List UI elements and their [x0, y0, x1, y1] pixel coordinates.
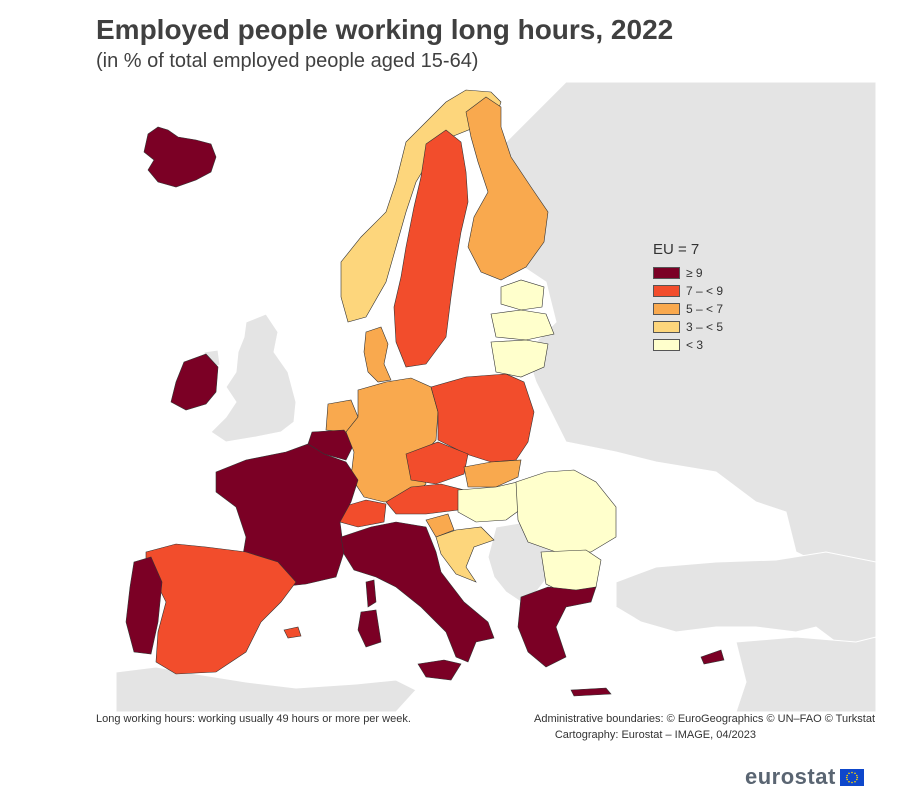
legend-label: ≥ 9	[686, 266, 703, 280]
country-sicily	[417, 659, 462, 681]
legend-label: < 3	[686, 338, 704, 352]
legend-label: 3 – < 5	[686, 320, 724, 334]
country-denmark	[363, 326, 392, 383]
legend-swatch	[653, 267, 680, 279]
country-latvia	[490, 309, 555, 341]
legend-label: 5 – < 7	[686, 302, 724, 316]
great-britain	[210, 313, 297, 443]
legend-swatch	[653, 321, 680, 333]
country-spain	[145, 543, 297, 675]
country-estonia	[500, 279, 545, 311]
country-lithuania	[490, 339, 549, 378]
country-crete	[570, 687, 612, 697]
country-portugal	[125, 556, 163, 655]
country-sweden	[393, 129, 469, 368]
footnote-boundaries: Administrative boundaries: © EuroGeograp…	[533, 713, 875, 725]
country-hungary	[457, 479, 529, 523]
country-norway	[340, 89, 502, 323]
map-title: Employed people working long hours, 2022	[96, 14, 674, 45]
europe-map	[96, 82, 876, 712]
turkey-region	[615, 551, 876, 643]
country-slovenia	[425, 513, 455, 538]
legend-label: 7 – < 9	[686, 284, 724, 298]
country-romania	[515, 469, 617, 553]
middle-east	[735, 636, 876, 712]
map-subtitle: (in % of total employed people aged 15-6…	[96, 50, 479, 72]
country-greece	[517, 586, 597, 668]
legend-swatch	[653, 285, 680, 297]
country-finland	[465, 96, 549, 281]
legend-swatch	[653, 339, 680, 351]
legend-item: 7 – < 9	[653, 282, 723, 300]
country-cyprus	[700, 649, 725, 665]
map-legend: EU = 7 ≥ 9 7 – < 9 5 – < 7 3 – < 5 < 3	[653, 241, 723, 354]
country-corsica	[365, 579, 377, 608]
footnote-cartography: Cartography: Eurostat – IMAGE, 04/2023	[554, 729, 756, 741]
country-poland	[430, 373, 535, 463]
country-croatia	[435, 526, 495, 583]
eu-flag-icon	[839, 768, 864, 786]
legend-header: EU = 7	[653, 241, 700, 258]
country-balearic	[283, 626, 302, 639]
country-czechia	[405, 441, 469, 485]
legend-item: 3 – < 5	[653, 318, 723, 336]
footnote-definition: Long working hours: working usually 49 h…	[96, 713, 411, 725]
country-slovakia	[463, 459, 522, 488]
legend-item: 5 – < 7	[653, 300, 723, 318]
logo-text: eurostat	[745, 764, 836, 789]
legend-item: ≥ 9	[653, 264, 723, 282]
country-ireland	[170, 353, 219, 411]
country-germany	[345, 377, 439, 503]
legend-swatch	[653, 303, 680, 315]
country-iceland	[143, 126, 217, 188]
eurostat-logo: eurostat	[745, 764, 864, 790]
country-sardinia	[357, 609, 382, 648]
legend-item: < 3	[653, 336, 723, 354]
country-italy	[340, 521, 495, 663]
